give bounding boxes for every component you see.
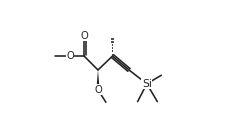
Text: O: O — [66, 51, 74, 61]
Text: O: O — [94, 85, 102, 95]
Text: O: O — [80, 31, 88, 41]
Polygon shape — [97, 70, 99, 87]
Text: Si: Si — [142, 79, 152, 89]
